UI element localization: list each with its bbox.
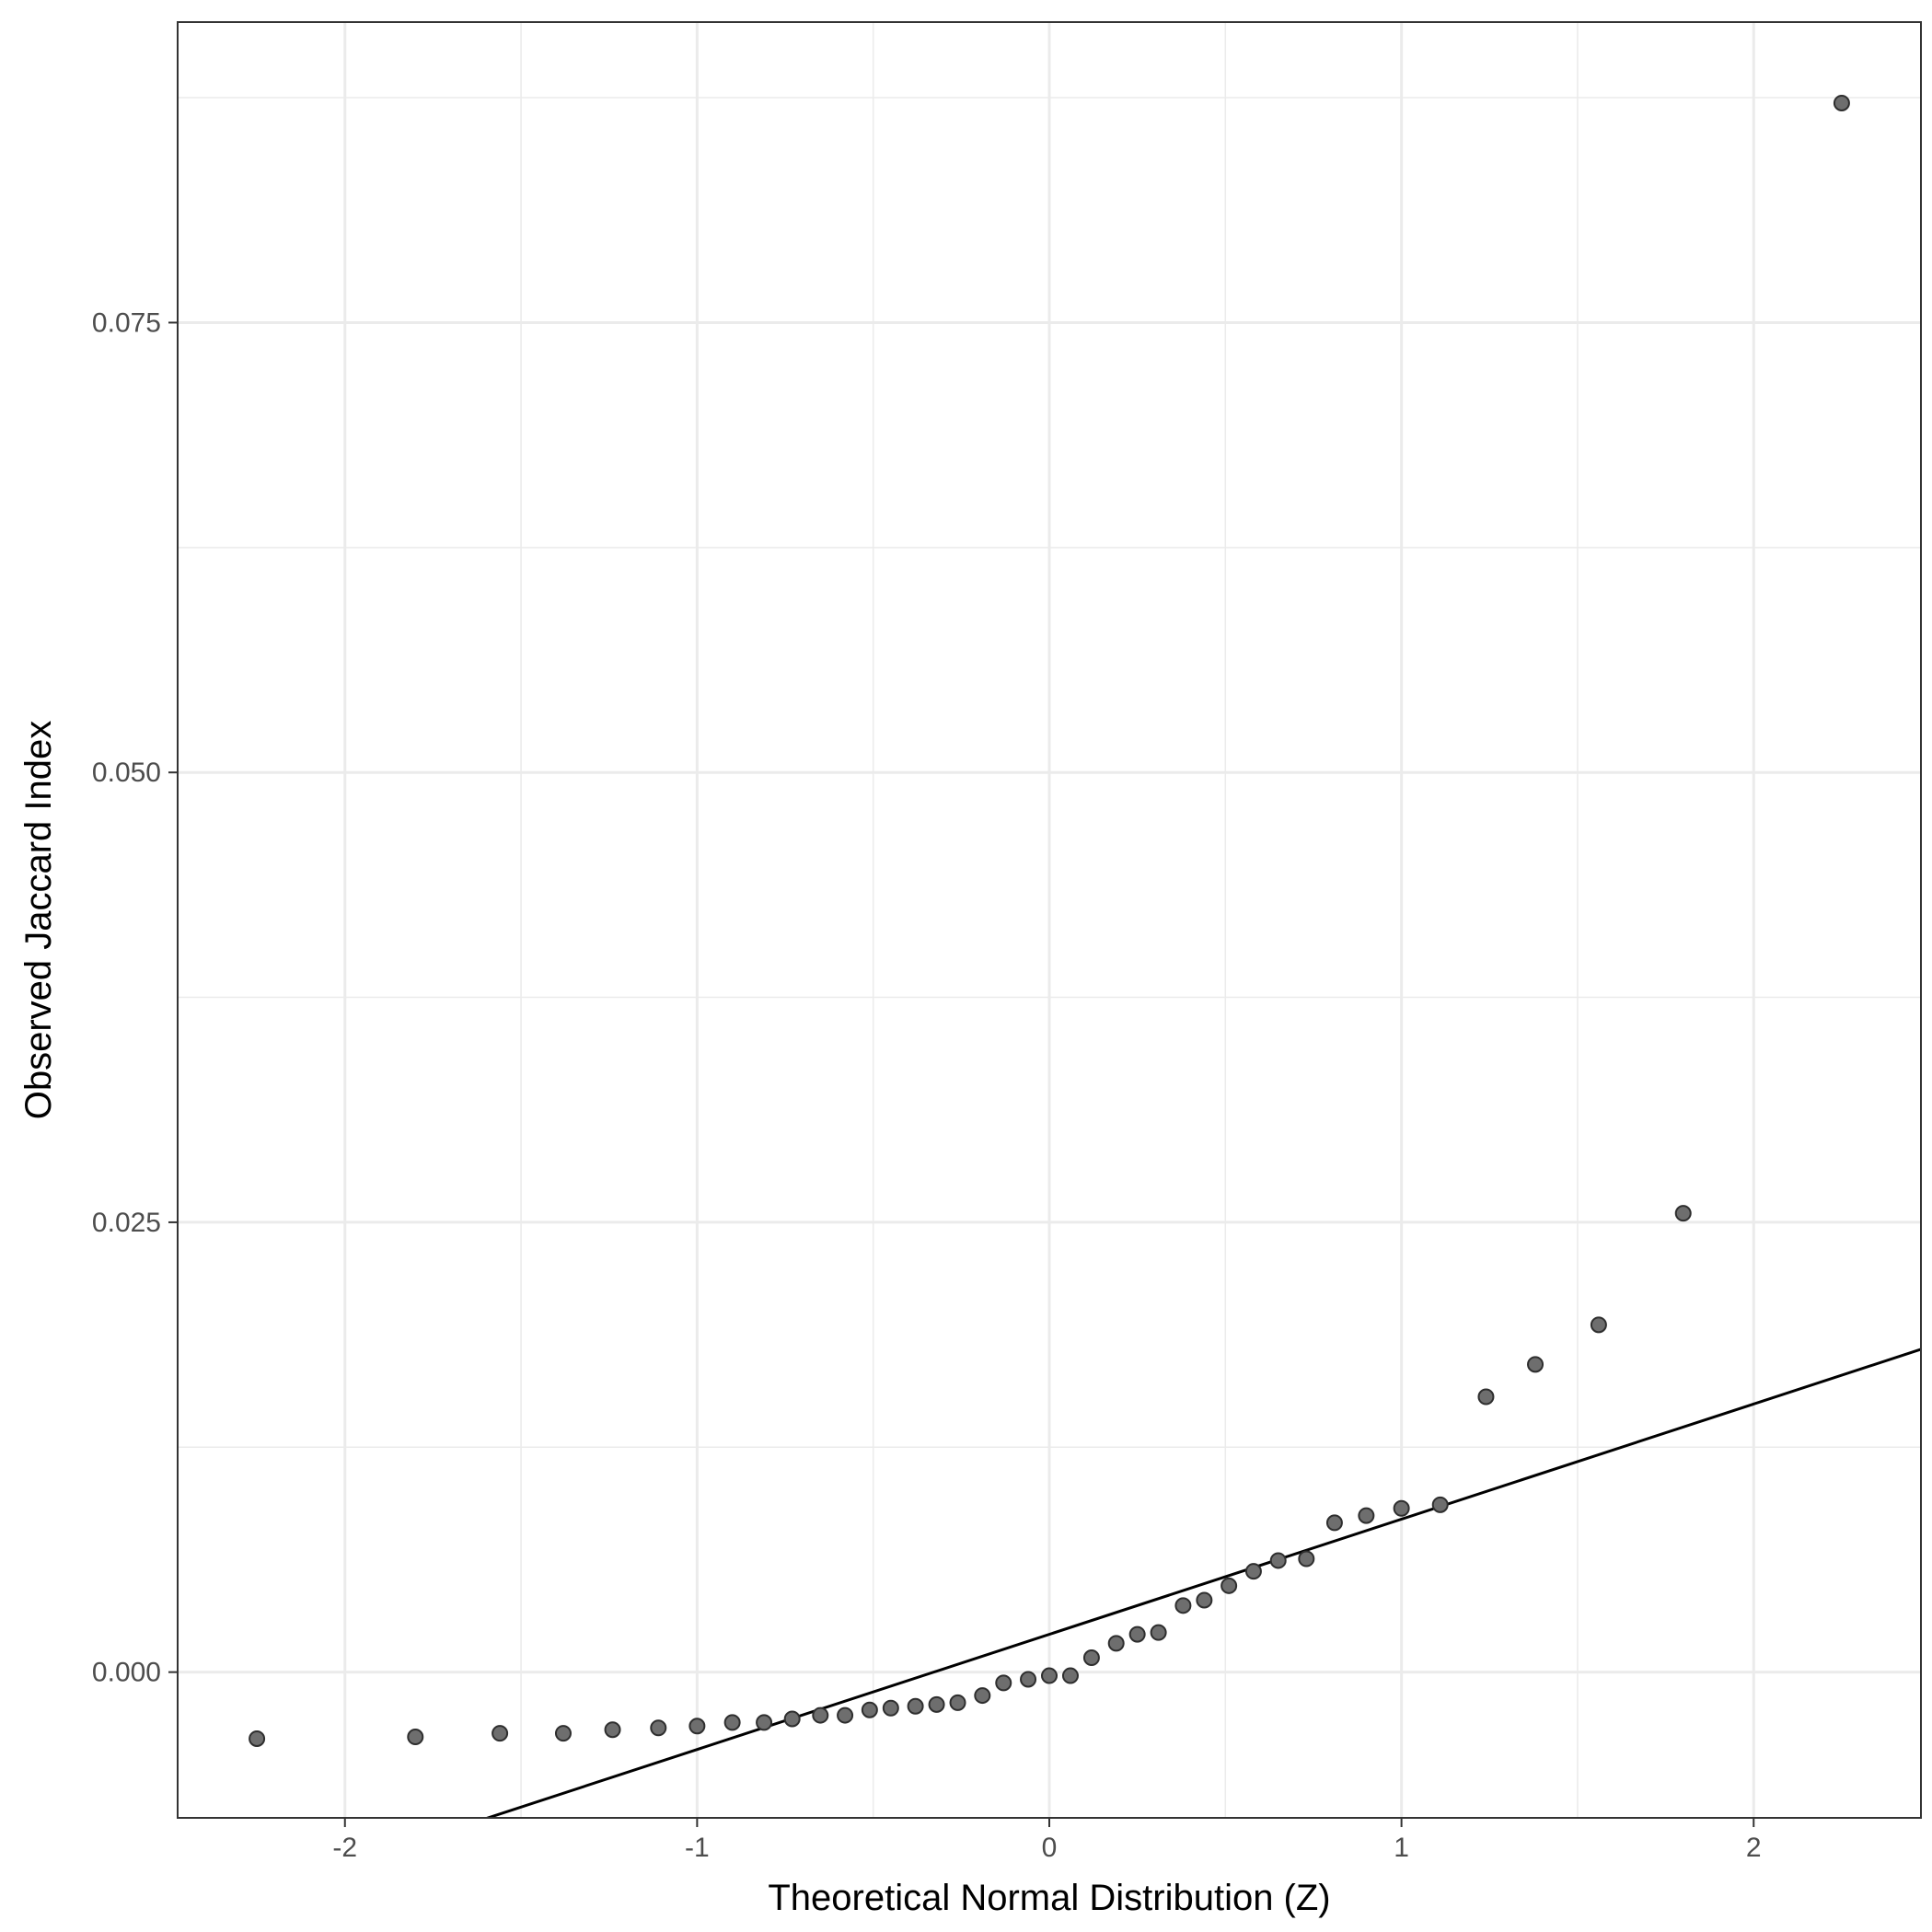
x-tick-label: -2 <box>332 1833 357 1863</box>
x-tick-label: 1 <box>1394 1833 1409 1863</box>
data-point <box>407 1729 424 1746</box>
x-axis-ticks: -2 -1 0 1 2 <box>332 1818 1762 1863</box>
x-tick-label: 2 <box>1746 1833 1762 1863</box>
data-point <box>1527 1356 1544 1373</box>
data-point <box>1150 1624 1167 1641</box>
x-tick-label: 0 <box>1042 1833 1058 1863</box>
data-point <box>1196 1591 1213 1609</box>
data-point <box>1269 1552 1287 1569</box>
data-point <box>1061 1667 1079 1684</box>
data-point <box>995 1674 1012 1692</box>
data-point <box>756 1714 773 1731</box>
data-point <box>1244 1563 1262 1580</box>
data-point <box>812 1706 829 1724</box>
data-point <box>723 1714 741 1731</box>
data-point <box>1358 1507 1375 1524</box>
data-point <box>1221 1577 1238 1594</box>
data-point <box>650 1719 667 1737</box>
data-point <box>554 1725 572 1742</box>
data-point <box>928 1695 945 1713</box>
y-tick-label: 0.025 <box>92 1208 161 1238</box>
data-point <box>1325 1514 1343 1532</box>
data-point <box>1298 1550 1315 1568</box>
data-point <box>1590 1316 1607 1334</box>
data-point <box>783 1710 801 1728</box>
y-tick-label: 0.050 <box>92 758 161 788</box>
data-point <box>1107 1635 1125 1652</box>
data-point <box>1174 1597 1192 1614</box>
data-point <box>861 1701 878 1718</box>
data-point <box>949 1694 966 1711</box>
data-point <box>1833 94 1850 111</box>
data-point <box>837 1706 854 1724</box>
data-point <box>1477 1388 1495 1406</box>
x-tick-label: -1 <box>685 1833 710 1863</box>
data-point <box>1393 1499 1410 1517</box>
y-tick-label: 0.075 <box>92 307 161 338</box>
x-axis-title: Theoretical Normal Distribution (Z) <box>768 1878 1330 1918</box>
data-point <box>1041 1667 1058 1684</box>
data-point <box>1082 1649 1100 1667</box>
data-point <box>688 1718 706 1735</box>
y-axis-title: Observed Jaccard Index <box>18 721 59 1120</box>
reference-line <box>483 1348 1921 1818</box>
data-point <box>1020 1671 1037 1688</box>
data-point <box>604 1721 621 1739</box>
data-point <box>882 1699 899 1717</box>
y-axis-ticks: 0.000 0.025 0.050 0.075 <box>92 307 178 1688</box>
data-points <box>249 94 1850 1747</box>
y-tick-label: 0.000 <box>92 1658 161 1688</box>
data-point <box>1431 1496 1449 1513</box>
reference-line-group <box>483 1348 1921 1818</box>
data-point <box>907 1697 924 1715</box>
data-point <box>492 1725 509 1742</box>
data-point <box>1674 1205 1692 1222</box>
data-point <box>974 1687 991 1705</box>
data-point <box>1128 1625 1146 1643</box>
data-point <box>249 1730 266 1747</box>
